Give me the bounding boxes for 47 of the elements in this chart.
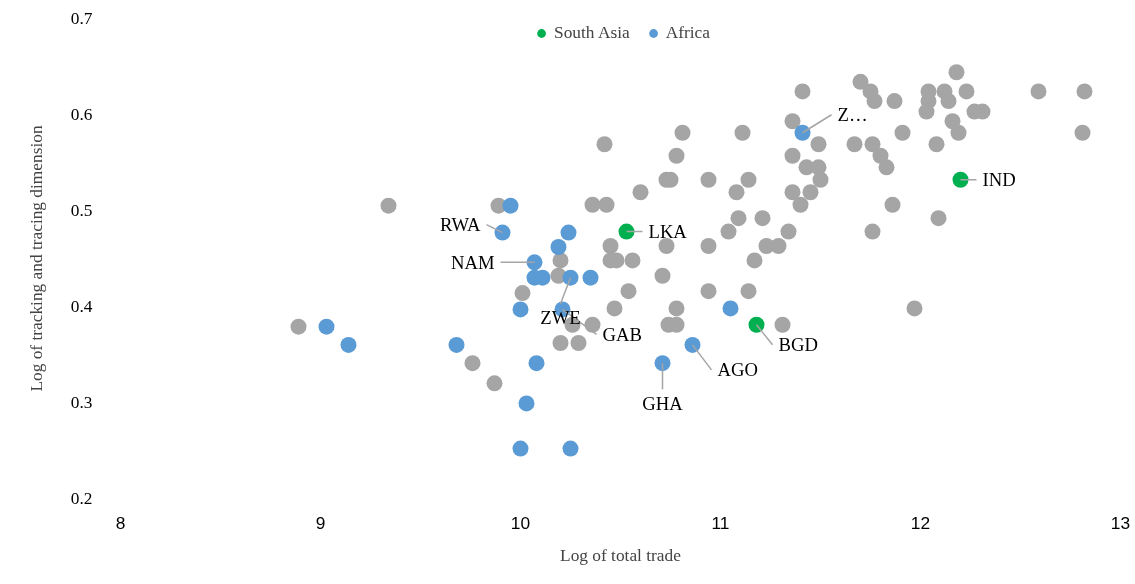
annotation: NAM	[450, 251, 495, 273]
annotation: GHA	[642, 392, 684, 414]
x-tick-label: 9	[315, 512, 326, 533]
annotation: LKA	[648, 221, 688, 243]
point	[526, 254, 543, 271]
y-tick-label: 0.2	[70, 489, 93, 508]
point	[502, 197, 519, 214]
y-axis-title: Log of tracking and tracing dimension	[26, 125, 46, 392]
point	[748, 316, 765, 333]
point	[528, 355, 545, 372]
point	[654, 355, 671, 372]
y-tick-label: 0.3	[70, 393, 93, 412]
legend-label: Africa	[665, 23, 710, 43]
point	[684, 336, 701, 353]
point	[618, 223, 635, 240]
x-tick-label: 11	[711, 512, 730, 533]
annotation: RWA	[440, 214, 482, 236]
point	[518, 395, 535, 412]
annotation: AGO	[717, 359, 758, 381]
x-tick-label: 10	[510, 512, 531, 533]
y-tick-label: 0.4	[70, 297, 93, 316]
point	[550, 239, 567, 255]
point	[952, 171, 969, 188]
point	[722, 300, 739, 317]
point	[582, 269, 599, 286]
annotation: GAB	[602, 323, 642, 345]
point	[340, 336, 357, 353]
point	[494, 224, 511, 241]
x-axis-title: Log of total trade	[560, 545, 682, 565]
point	[560, 224, 577, 241]
y-tick-label: 0.5	[70, 201, 93, 220]
y-tick-label: 0.6	[70, 105, 93, 124]
x-tick-label: 13	[1110, 512, 1131, 533]
annotation: IND	[982, 169, 1016, 191]
x-tick-label: 8	[115, 512, 126, 533]
point	[512, 440, 529, 457]
legend-label: South Asia	[554, 23, 630, 43]
x-tick-label: 12	[910, 512, 931, 533]
point	[794, 124, 811, 141]
point	[448, 336, 465, 353]
point	[562, 440, 579, 457]
y-tick-label: 0.7	[70, 9, 93, 28]
annotation: ZWE	[540, 307, 581, 329]
annotation: BGD	[778, 334, 818, 356]
point	[318, 318, 335, 335]
annotation: Z…	[837, 104, 868, 126]
point	[512, 301, 529, 318]
